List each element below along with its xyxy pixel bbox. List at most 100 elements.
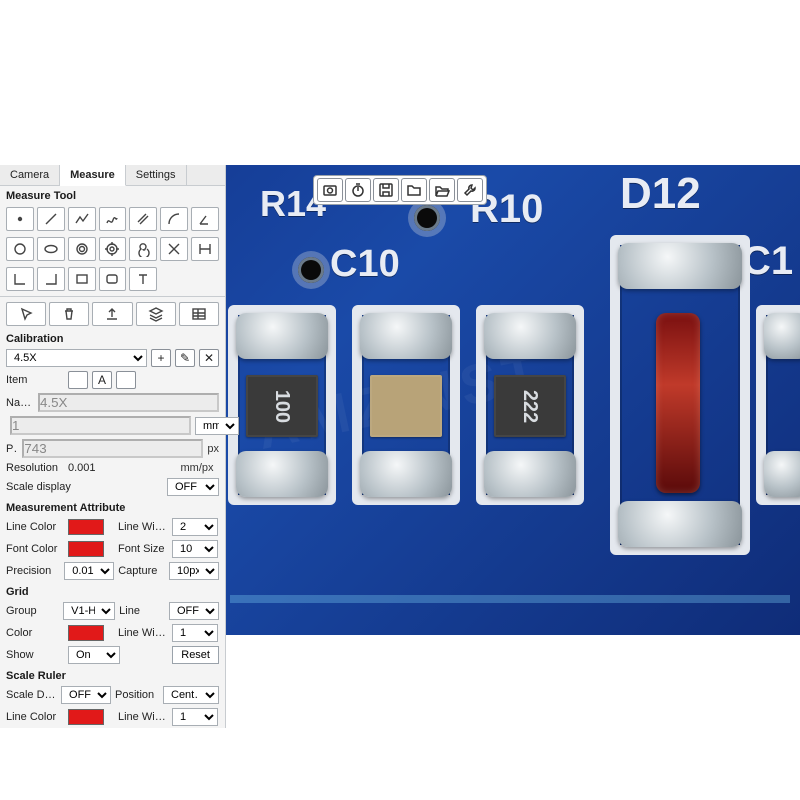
target-icon[interactable] <box>99 237 127 261</box>
save-icon[interactable] <box>373 178 399 202</box>
sr-scaledi-select[interactable]: OFF <box>61 686 111 704</box>
item-draw-button[interactable] <box>68 371 88 389</box>
grid-line-select[interactable]: OFF <box>169 602 219 620</box>
tab-camera[interactable]: Camera <box>0 165 60 185</box>
scale-display-label: Scale display <box>6 481 163 493</box>
corner-r-icon[interactable] <box>37 267 65 291</box>
grid-line-label: Line <box>119 605 165 617</box>
grid-group-label: Group <box>6 605 59 617</box>
rounded-rect-icon[interactable] <box>99 267 127 291</box>
freehand-icon[interactable] <box>99 207 127 231</box>
ma-capture-label: Capture <box>118 565 165 577</box>
diode-body <box>656 313 700 493</box>
parallel-icon[interactable] <box>129 207 157 231</box>
circle-icon[interactable] <box>6 237 34 261</box>
solder-pad <box>764 451 800 497</box>
name-label: Name <box>6 397 34 409</box>
ellipse-icon[interactable] <box>37 237 65 261</box>
tab-measure[interactable]: Measure <box>60 165 126 186</box>
calibration-delete-button[interactable]: ✕ <box>199 349 219 367</box>
solder-pad <box>236 451 328 497</box>
item-redo-button[interactable] <box>116 371 136 389</box>
camera-icon[interactable] <box>317 178 343 202</box>
spiral-icon[interactable] <box>129 237 157 261</box>
line-icon[interactable] <box>37 207 65 231</box>
solder-pad <box>618 501 742 547</box>
folder-icon[interactable] <box>401 178 427 202</box>
table-icon[interactable] <box>179 302 219 326</box>
silk-label: D12 <box>620 169 701 219</box>
cursor-icon[interactable] <box>6 302 46 326</box>
smd-chip: 222 <box>494 375 566 437</box>
scale-ruler-title: Scale Ruler <box>0 666 225 684</box>
item-label-button[interactable]: A <box>92 371 112 389</box>
polyline-icon[interactable] <box>68 207 96 231</box>
corner-l-icon[interactable] <box>6 267 34 291</box>
solder-pad <box>484 313 576 359</box>
ma-line-color-label: Line Color <box>6 521 64 533</box>
rect-icon[interactable] <box>68 267 96 291</box>
wrench-icon[interactable] <box>457 178 483 202</box>
folder-open-icon[interactable] <box>429 178 455 202</box>
resolution-value: 0.001 <box>68 462 171 474</box>
calibration-edit-button[interactable]: ✎ <box>175 349 195 367</box>
ma-font-color-swatch[interactable] <box>68 541 104 557</box>
measure-tool-row <box>0 204 225 234</box>
measure-tool-row <box>0 264 225 294</box>
diag-icon[interactable] <box>160 237 188 261</box>
ma-line-width-label: Line Width <box>118 521 168 533</box>
divider <box>0 296 225 297</box>
grid-color-label: Color <box>6 627 64 639</box>
sr-position-label: Position <box>115 689 159 701</box>
sr-linewid-select[interactable]: 1 <box>172 708 218 726</box>
silk-label: C10 <box>330 243 400 286</box>
ring-icon[interactable] <box>68 237 96 261</box>
ma-capture-select[interactable]: 10px <box>169 562 219 580</box>
layers-icon[interactable] <box>136 302 176 326</box>
viewport-toolbar <box>313 175 487 205</box>
measure-tool-title: Measure Tool <box>0 186 225 204</box>
grid-show-select[interactable]: On <box>68 646 120 664</box>
pcb-via <box>298 257 324 283</box>
scale-display-select[interactable]: OFF <box>167 478 219 496</box>
ma-font-color-label: Font Color <box>6 543 64 555</box>
sr-linewid-label: Line Wid… <box>118 711 168 723</box>
measurement-attribute-title: Measurement Attribute <box>0 498 225 516</box>
ma-precision-select[interactable]: 0.01 <box>64 562 114 580</box>
export-icon[interactable] <box>92 302 132 326</box>
tab-settings[interactable]: Settings <box>126 165 187 185</box>
grid-title: Grid <box>0 582 225 600</box>
arc-icon[interactable] <box>160 207 188 231</box>
length-unit-select[interactable]: mm <box>195 417 239 435</box>
trash-icon[interactable] <box>49 302 89 326</box>
grid-color-swatch[interactable] <box>68 625 104 641</box>
calibration-preset-select[interactable]: 4.5X <box>6 349 147 367</box>
sr-position-select[interactable]: Cent… <box>163 686 219 704</box>
angle-icon[interactable] <box>191 207 219 231</box>
calibration-add-button[interactable]: + <box>151 349 171 367</box>
sr-linecolor-swatch[interactable] <box>68 709 104 725</box>
grid-group-select[interactable]: V1-H <box>63 602 115 620</box>
grid-linewid-select[interactable]: 1 <box>172 624 218 642</box>
caliper-icon[interactable] <box>191 237 219 261</box>
pcb-via <box>414 205 440 231</box>
ma-line-color-swatch[interactable] <box>68 519 104 535</box>
grid-show-label: Show <box>6 649 64 661</box>
solder-pad <box>236 313 328 359</box>
blank-top <box>0 0 800 165</box>
point-icon[interactable] <box>6 207 34 231</box>
solder-pad <box>764 313 800 359</box>
ma-precision-label: Precision <box>6 565 60 577</box>
smd-chip <box>370 375 442 437</box>
timer-icon[interactable] <box>345 178 371 202</box>
length-field <box>10 416 191 435</box>
item-label: Item <box>6 374 64 386</box>
ma-font-size-select[interactable]: 10 <box>172 540 218 558</box>
grid-reset-button[interactable]: Reset <box>172 646 219 664</box>
ma-line-width-select[interactable]: 2 <box>172 518 218 536</box>
calibration-title: Calibration <box>0 329 225 347</box>
solder-pad <box>618 243 742 289</box>
ma-font-size-label: Font Size <box>118 543 168 555</box>
panel-tabs: CameraMeasureSettings <box>0 165 225 186</box>
text-t-icon[interactable] <box>129 267 157 291</box>
